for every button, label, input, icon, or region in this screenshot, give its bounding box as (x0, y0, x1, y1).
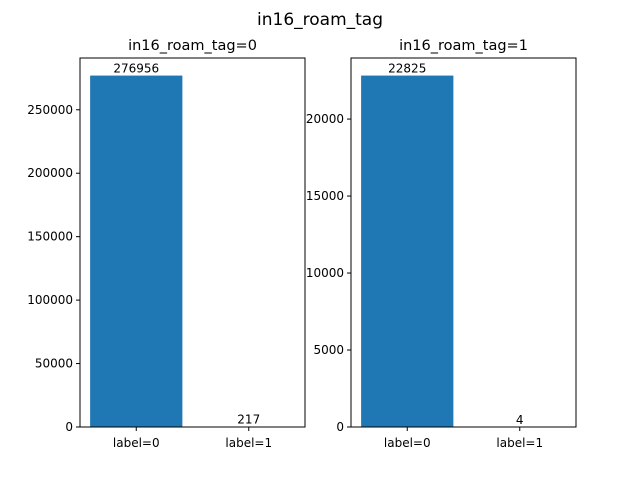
y-tick-label: 0 (336, 420, 344, 434)
y-tick-label: 20000 (306, 112, 344, 126)
y-tick-label: 150000 (27, 230, 73, 244)
bar-value-label: 217 (237, 413, 260, 427)
subplot-title: in16_roam_tag=1 (399, 38, 528, 54)
y-tick-label: 200000 (27, 166, 73, 180)
bar-value-label: 4 (516, 413, 524, 427)
subplot-roam-tag-1: in16_roam_tag=1 22825 4 0 5000 10000 15000 2000… (306, 38, 576, 450)
x-tick-label: label=1 (496, 436, 543, 450)
bar-label-0 (90, 76, 182, 427)
bar-label-0 (361, 76, 453, 427)
bar-value-label: 276956 (113, 62, 159, 76)
y-tick-label: 250000 (27, 103, 73, 117)
subplot-title: in16_roam_tag=0 (128, 38, 257, 54)
y-tick-label: 5000 (313, 343, 344, 357)
figure-title: in16_roam_tag (257, 10, 383, 30)
x-tick-label: label=0 (113, 436, 160, 450)
y-tick-label: 15000 (306, 189, 344, 203)
y-tick-label: 50000 (35, 357, 73, 371)
x-tick-label: label=1 (225, 436, 272, 450)
y-tick-label: 0 (65, 420, 73, 434)
x-tick-label: label=0 (384, 436, 431, 450)
bar-value-label: 22825 (388, 62, 426, 76)
y-tick-label: 10000 (306, 266, 344, 280)
subplot-roam-tag-0: in16_roam_tag=0 276956 217 0 50000 100000 1500… (27, 38, 305, 450)
y-tick-label: 100000 (27, 293, 73, 307)
